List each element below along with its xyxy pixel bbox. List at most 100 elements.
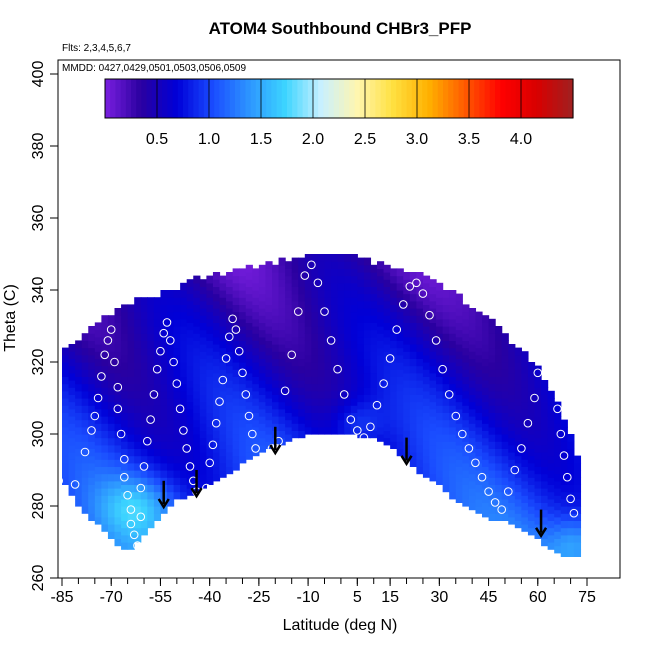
heat-cell (501, 491, 509, 500)
sample-point (559, 451, 569, 460)
heat-cell (226, 308, 234, 316)
heat-cell (337, 398, 345, 406)
heat-cell (193, 347, 201, 356)
heat-cell (442, 340, 450, 349)
heat-cell (81, 419, 89, 428)
heat-cell (455, 315, 463, 323)
heat-cell (462, 426, 470, 435)
heat-cell (488, 318, 496, 327)
colorbar-segment (110, 79, 116, 118)
heat-cell (94, 459, 102, 467)
heat-cell (534, 495, 542, 503)
heat-cell (206, 347, 214, 356)
heat-cell (153, 347, 162, 356)
heat-cell (199, 351, 207, 359)
heat-cell (337, 369, 345, 377)
heat-cell (363, 315, 372, 323)
heat-cell (331, 326, 339, 334)
colorbar-segment (463, 79, 470, 118)
heat-cell (396, 398, 404, 406)
heat-cell (508, 387, 516, 395)
heat-cell (488, 326, 496, 334)
heat-cell (206, 304, 214, 313)
colorbar-segment (354, 79, 361, 118)
heat-cell (107, 466, 116, 475)
sample-point (556, 429, 566, 439)
heat-cell (357, 286, 365, 295)
heat-cell (488, 441, 496, 449)
colorbar-segment (162, 79, 168, 118)
heat-cell (226, 430, 234, 439)
heat-cell (357, 344, 365, 352)
heat-cell (114, 315, 122, 323)
heat-cell (121, 311, 129, 320)
sample-point (326, 336, 336, 345)
heat-cell (455, 308, 463, 316)
heat-cell (416, 408, 424, 417)
colorbar-segment (219, 79, 226, 118)
heat-cell (173, 362, 181, 370)
heat-cell (573, 513, 582, 521)
heat-cell (416, 423, 424, 431)
heat-cell (383, 336, 391, 345)
heat-cell (272, 279, 280, 287)
heat-cell (252, 268, 260, 277)
heat-cell (541, 516, 549, 525)
heat-cell (258, 416, 267, 424)
heat-cell (403, 358, 411, 367)
heat-cell (134, 412, 142, 421)
heat-cell (88, 390, 96, 399)
heat-cell (475, 434, 483, 442)
heat-cell (232, 419, 240, 428)
heat-cell (383, 286, 391, 295)
heat-cell (134, 369, 142, 377)
heat-cell (153, 354, 162, 363)
heat-cell (278, 315, 286, 323)
heat-cell (409, 394, 417, 403)
heat-cell (167, 441, 175, 449)
heat-cell (337, 333, 345, 341)
heat-cell (212, 473, 221, 482)
heat-cell (357, 416, 365, 424)
heat-cell (547, 498, 555, 507)
heat-cell (449, 376, 457, 385)
heat-cell (140, 333, 148, 341)
heat-cell (304, 304, 312, 313)
heat-cell (429, 401, 437, 410)
heat-cell (495, 441, 503, 449)
heat-cell (363, 336, 372, 345)
heat-cell (337, 326, 345, 334)
heat-cell (278, 272, 286, 280)
heat-cell (121, 326, 129, 334)
heat-cell (495, 448, 503, 457)
heat-cell (390, 398, 398, 406)
heat-cell (436, 369, 444, 377)
heat-cell (278, 279, 286, 287)
heat-cell (88, 326, 96, 334)
heat-cell (377, 275, 385, 284)
heat-cell (298, 365, 306, 374)
heat-cell (167, 462, 175, 471)
heat-cell (416, 329, 424, 338)
heat-cell (475, 362, 483, 370)
heat-cell (114, 452, 122, 460)
heat-cell (409, 387, 417, 395)
heat-cell (324, 304, 332, 313)
heat-cell (134, 462, 142, 471)
heat-cell (239, 340, 247, 349)
heat-cell (554, 430, 562, 439)
heat-cell (304, 268, 312, 277)
heat-cell (245, 423, 253, 431)
heat-cell (527, 520, 536, 529)
heat-cell (134, 441, 142, 449)
colorbar-segment (250, 79, 257, 118)
sample-point (300, 271, 310, 280)
heat-cell (495, 383, 503, 392)
colorbar-segment (531, 79, 538, 118)
heat-cell (140, 311, 148, 320)
heat-cell (311, 383, 319, 392)
heat-cell (226, 322, 234, 331)
sample-point (139, 462, 149, 471)
heat-cell (272, 351, 280, 359)
sample-point (123, 490, 132, 500)
